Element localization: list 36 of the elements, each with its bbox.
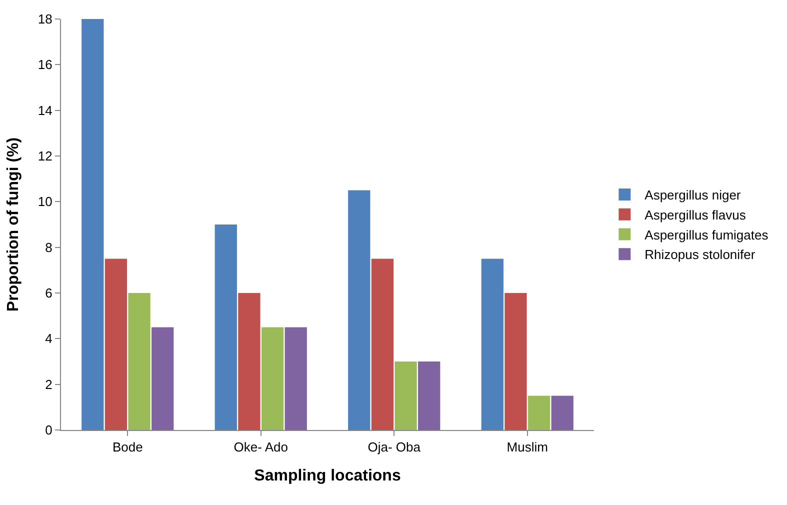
bar	[261, 327, 284, 430]
bar	[551, 396, 574, 430]
legend-label: Aspergillus fumigates	[644, 227, 769, 242]
bar	[104, 258, 128, 430]
bar	[418, 362, 440, 430]
legend-label: Rhizopus stolonifer	[644, 247, 756, 262]
bar	[128, 293, 150, 430]
legend-label: Aspergillus flavus	[644, 207, 746, 222]
bar	[238, 293, 260, 430]
x-tick-label: Oja- Oba	[368, 440, 422, 455]
y-tick-label: 8	[45, 240, 52, 255]
bar	[82, 19, 104, 430]
bar	[284, 327, 307, 430]
legend-label: Aspergillus niger	[644, 188, 742, 203]
x-axis-title: Sampling locations	[254, 467, 401, 484]
bar	[394, 362, 417, 430]
x-tick-label: Muslim	[506, 440, 548, 455]
bar	[481, 258, 504, 430]
x-tick-label: Bode	[112, 440, 143, 455]
bar	[371, 258, 394, 430]
y-tick-label: 18	[38, 12, 52, 27]
bar	[214, 224, 237, 430]
y-tick-label: 14	[38, 102, 52, 118]
y-axis-title: Proportion of fungi (%)	[4, 137, 22, 312]
y-tick-label: 2	[45, 376, 52, 392]
y-tick-label: 6	[45, 286, 52, 301]
bar	[504, 293, 527, 430]
y-tick-label: 12	[38, 148, 52, 164]
y-tick-label: 10	[38, 194, 52, 210]
bar	[348, 190, 370, 430]
x-tick-label: Oke- Ado	[234, 440, 288, 455]
y-tick-label: 4	[45, 331, 52, 346]
bar	[152, 327, 174, 430]
y-tick-label: 0	[45, 422, 52, 438]
bar	[528, 396, 550, 430]
y-tick-label: 16	[38, 57, 52, 72]
